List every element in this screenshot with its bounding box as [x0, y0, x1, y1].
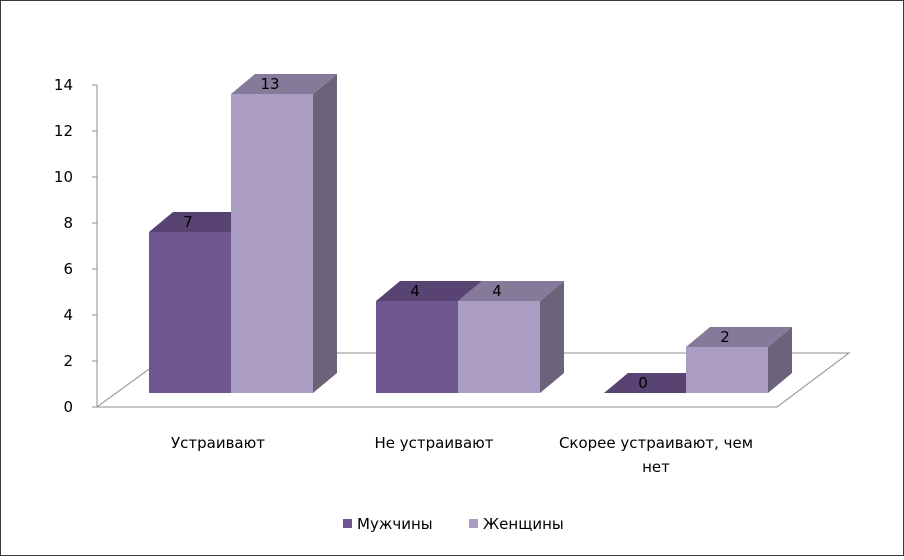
- category-label: Скорее устраивают, чем нет: [559, 434, 753, 476]
- bar-front: [686, 347, 768, 393]
- bar-front: [376, 301, 458, 393]
- bars: [149, 74, 792, 393]
- legend-item-men: Мужчины: [343, 515, 433, 533]
- data-label: 4: [492, 282, 502, 300]
- y-tick-label: 6: [63, 260, 73, 278]
- category-labels: Устраивают Не устраивают Скорее устраивают…: [171, 434, 753, 476]
- y-tick-label: 12: [54, 122, 73, 140]
- category-label: Устраивают: [171, 434, 265, 452]
- legend-swatch: [343, 519, 352, 528]
- bar-women-2: [458, 281, 564, 393]
- category-label: Не устраивают: [375, 434, 494, 452]
- legend-label: Мужчины: [357, 515, 433, 533]
- bar-women-1: [231, 74, 337, 393]
- bar-side: [768, 327, 792, 393]
- y-tick-label: 8: [63, 214, 73, 232]
- data-label: 7: [183, 213, 193, 231]
- bar-men-3: [604, 373, 710, 393]
- legend: Мужчины Женщины: [343, 515, 564, 533]
- legend-swatch: [469, 519, 478, 528]
- y-tick-label: 14: [54, 76, 73, 94]
- legend-item-women: Женщины: [469, 515, 564, 533]
- data-label: 2: [720, 328, 730, 346]
- bar-front: [458, 301, 540, 393]
- legend-label: Женщины: [483, 515, 564, 533]
- bar-side: [313, 74, 337, 393]
- bar-front: [231, 94, 313, 393]
- bar-top: [376, 281, 482, 301]
- y-tick-label: 4: [63, 306, 73, 324]
- data-label: 13: [260, 75, 279, 93]
- bar-top: [149, 212, 255, 232]
- bar-top: [686, 327, 792, 347]
- data-labels: 7 13 4 4 0 2: [183, 75, 730, 392]
- bar-side: [540, 281, 564, 393]
- bar-women-3: [686, 327, 792, 393]
- bar-top: [458, 281, 564, 301]
- y-tick-label: 0: [63, 398, 73, 416]
- bar-front: [149, 232, 231, 393]
- data-label: 0: [638, 374, 648, 392]
- data-label: 4: [410, 282, 420, 300]
- y-tick-label: 2: [63, 352, 73, 370]
- y-tick-label: 10: [54, 168, 73, 186]
- y-axis: 0 2 4 6 8 10 12 14: [54, 76, 98, 416]
- bar-top: [604, 373, 710, 393]
- bar-top: [231, 74, 337, 94]
